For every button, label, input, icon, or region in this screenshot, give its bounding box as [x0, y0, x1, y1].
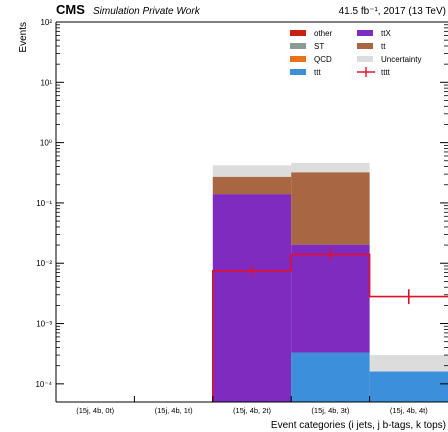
legend-swatch-Uncertainty [357, 56, 373, 62]
legend-swatch-tt [357, 43, 373, 49]
legend-label: QCD [314, 55, 332, 64]
signal-layer [212, 248, 448, 402]
legend-swatch-ST [290, 43, 306, 49]
legend-label: ttt [314, 68, 321, 77]
x-axis-title: Event categories (i jets, j b-tags, k to… [271, 420, 446, 431]
simulation-label: Simulation Private Work [93, 6, 201, 17]
bar-ttX-3 [291, 244, 370, 353]
bar-tt-2 [212, 176, 292, 195]
bar-ttX-2 [212, 194, 292, 402]
legend-swatch-ttX [357, 30, 373, 36]
legend-label: ttX [381, 29, 391, 38]
y-tick-label: 10⁻³ [36, 320, 52, 329]
x-category-label: (15j, 4b, 0t) [76, 406, 114, 415]
legend-swatch-QCD [290, 56, 306, 62]
x-category-label: (15j, 4b, 2t) [233, 406, 271, 415]
y-tick-label: 10² [40, 18, 52, 27]
signal-step-line [212, 253, 448, 402]
legend-label: other [314, 29, 333, 38]
stack-layer [212, 172, 448, 402]
legend-label: tt [381, 42, 386, 51]
x-category-label: (15j, 4b, 1t) [155, 406, 193, 415]
y-tick-label: 10⁻⁴ [35, 380, 52, 389]
cms-label: CMS [56, 2, 85, 17]
legend-swatch-other [290, 30, 306, 36]
bar-ttt-4 [369, 371, 448, 402]
y-axis-title: Events [18, 22, 29, 53]
legend-label: tttt [381, 68, 391, 77]
chart-header: CMS Simulation Private Work 41.5 fb⁻¹, 2… [56, 2, 446, 17]
y-ticks-layer: 10⁻⁴ 10⁻³ 10⁻² 10⁻¹ 10⁰ 10¹ 10² [35, 18, 448, 389]
lumi-label: 41.5 fb⁻¹, 2017 (13 TeV) [339, 6, 446, 17]
x-category-label: (15j, 4b, 3t) [311, 406, 349, 415]
bar-tt-3 [291, 172, 370, 245]
x-category-label: (15j, 4b, 4t) [390, 406, 428, 415]
legend-label: ST [314, 42, 324, 51]
legend-label: Uncertainty [381, 55, 421, 64]
bar-ttt-3 [291, 352, 370, 402]
y-tick-label: 10⁻¹ [36, 199, 52, 208]
legend-swatch-ttt [290, 69, 306, 75]
y-tick-label: 10¹ [40, 78, 52, 87]
y-tick-label: 10⁻² [36, 259, 52, 268]
category-labels-layer: (15j, 4b, 0t) (15j, 4b, 1t) (15j, 4b, 2t) (… [76, 396, 428, 415]
y-tick-label: 10⁰ [40, 139, 52, 148]
